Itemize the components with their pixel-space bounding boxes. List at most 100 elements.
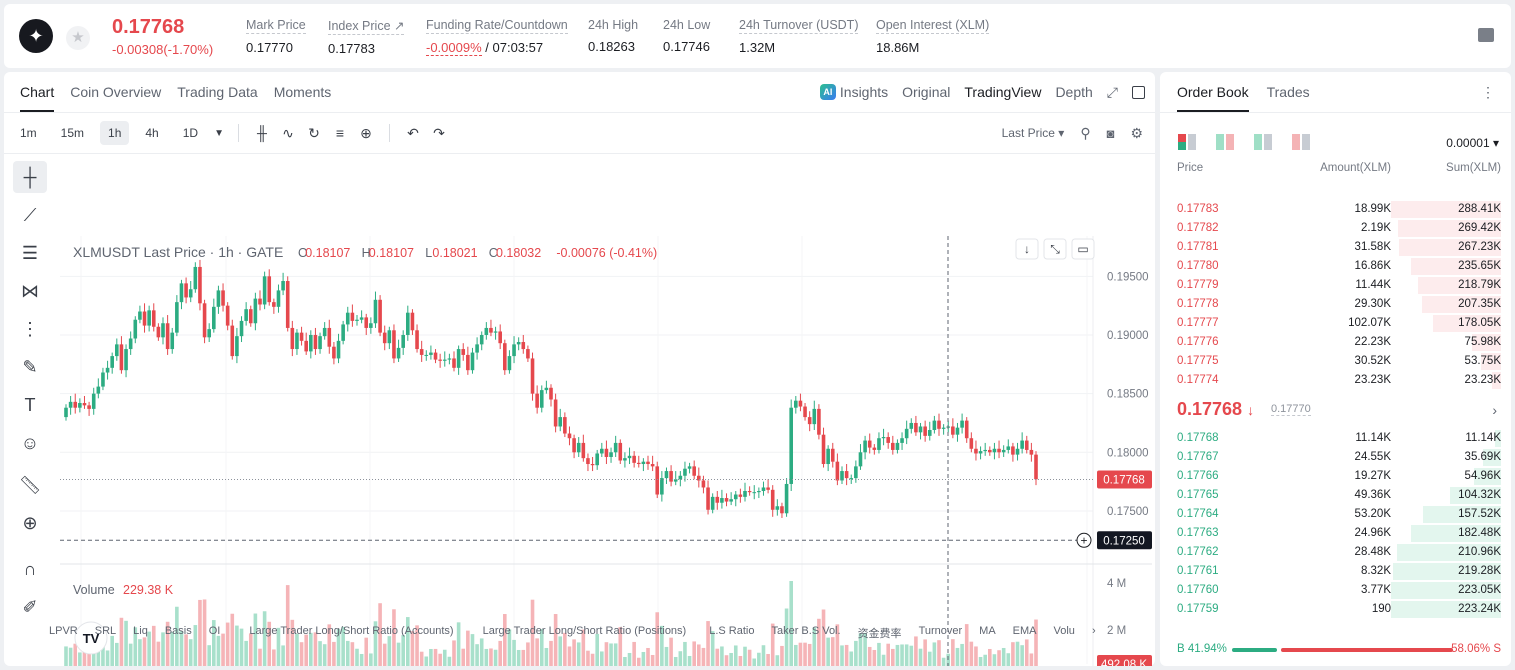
indicator-ma[interactable]: MA xyxy=(979,625,996,637)
magnet-tool-icon[interactable]: ∩ xyxy=(23,558,37,579)
zoom-tool-icon[interactable]: ⊕ xyxy=(22,512,38,533)
volume-bar xyxy=(396,642,401,666)
expand-icon[interactable]: ⤢ xyxy=(1106,83,1118,100)
scroll-right-icon[interactable]: › xyxy=(1091,625,1096,637)
notes-icon[interactable] xyxy=(1478,28,1494,42)
undo-icon[interactable]: ↶ xyxy=(407,124,419,141)
templates-icon[interactable]: ≡ xyxy=(335,125,345,141)
ask-row[interactable]: 0.17777 102.07K 178.05K xyxy=(1160,314,1511,333)
bid-row[interactable]: 0.17767 24.55K 35.69K xyxy=(1160,448,1511,467)
ask-row[interactable]: 0.17779 11.44K 218.79K xyxy=(1160,276,1511,295)
fib-tool-icon[interactable]: ⋮ xyxy=(21,318,39,339)
layout-asks-icon[interactable] xyxy=(1292,134,1310,150)
bid-row[interactable]: 0.17765 49.36K 104.32K xyxy=(1160,486,1511,505)
replay-icon[interactable]: ↻ xyxy=(308,124,320,141)
indicator-volume[interactable]: Volu xyxy=(1053,625,1075,637)
insights-button[interactable]: AI Insights xyxy=(819,84,888,100)
bid-row[interactable]: 0.17759 190 223.24K xyxy=(1160,600,1511,619)
stat-funding-rate[interactable]: Funding Rate/Countdown -0.0009% / 07:03:5… xyxy=(426,18,568,56)
stat-index-price[interactable]: Index Price ↗ 0.17783 xyxy=(328,19,405,56)
buy-ratio: B 41.94% xyxy=(1177,643,1227,655)
indicator-lpvr[interactable]: LPVR xyxy=(49,625,78,637)
interval-4h[interactable]: 4h xyxy=(145,126,159,140)
tab-trading-data[interactable]: Trading Data xyxy=(177,84,258,100)
ask-row[interactable]: 0.17778 29.30K 207.35K xyxy=(1160,295,1511,314)
view-tradingview[interactable]: TradingView xyxy=(964,84,1042,100)
interval-15m[interactable]: 15m xyxy=(60,126,85,140)
ask-row[interactable]: 0.17775 30.52K 53.75K xyxy=(1160,352,1511,371)
stat-mark-price[interactable]: Mark Price 0.17770 xyxy=(246,18,306,55)
price-chart[interactable]: 0.195000.190000.185000.180000.1750078910… xyxy=(60,154,1152,666)
mid-mark-price: 0.17770 xyxy=(1271,403,1311,416)
tab-coin-overview[interactable]: Coin Overview xyxy=(70,84,162,100)
layout-bids-icon[interactable] xyxy=(1254,134,1272,150)
interval-dropdown-icon[interactable]: ▼ xyxy=(214,127,224,139)
precision-select[interactable]: 0.00001 ▾ xyxy=(1446,136,1499,150)
bid-row[interactable]: 0.17763 24.96K 182.48K xyxy=(1160,524,1511,543)
favorite-star-icon[interactable]: ★ xyxy=(66,26,90,50)
interval-1h[interactable]: 1h xyxy=(100,121,130,145)
candle-body xyxy=(918,426,923,433)
search-icon[interactable]: ⚲ xyxy=(1080,124,1091,141)
interval-1m[interactable]: 1m xyxy=(20,126,37,140)
text-tool-icon[interactable]: T xyxy=(24,394,36,415)
bid-row[interactable]: 0.17760 3.77K 223.05K xyxy=(1160,581,1511,600)
trend-line-tool-icon[interactable]: ⟋ xyxy=(23,204,37,225)
stat-24h-turnover[interactable]: 24h Turnover (USDT) 1.32M xyxy=(739,18,859,55)
redo-icon[interactable]: ↷ xyxy=(433,124,445,141)
horizontal-lines-tool-icon[interactable]: ☰ xyxy=(21,242,39,263)
more-menu-icon[interactable]: ⋮ xyxy=(1481,84,1495,100)
candle-type-icon[interactable]: ╫ xyxy=(257,125,267,141)
tab-order-book[interactable]: Order Book xyxy=(1177,72,1249,112)
ask-row[interactable]: 0.17783 18.99K 288.41K xyxy=(1160,200,1511,219)
brush-tool-icon[interactable]: ✎ xyxy=(22,356,38,377)
price-type-select[interactable]: Last Price ▾ xyxy=(1001,126,1065,140)
indicator-funding-rate[interactable]: 资金费率 xyxy=(857,628,902,640)
view-depth[interactable]: Depth xyxy=(1055,84,1093,100)
bid-row[interactable]: 0.17766 19.27K 54.96K xyxy=(1160,467,1511,486)
indicator-large-trader-positions[interactable]: Large Trader Long/Short Ratio (Positions… xyxy=(482,625,687,637)
ruler-tool-icon[interactable]: 📏︎ xyxy=(18,474,42,495)
bid-row[interactable]: 0.17761 8.32K 219.28K xyxy=(1160,562,1511,581)
settings-gear-icon[interactable]: ⚙ xyxy=(1130,124,1143,141)
indicator-srl[interactable]: SRL xyxy=(94,625,117,637)
stat-open-interest[interactable]: Open Interest (XLM) 18.86M xyxy=(876,18,990,55)
indicator-oi[interactable]: OI xyxy=(208,625,221,637)
volume-bar xyxy=(175,606,179,666)
candle-body xyxy=(586,458,590,465)
view-original[interactable]: Original xyxy=(902,84,951,100)
tab-chart[interactable]: Chart xyxy=(20,72,55,112)
add-alert-icon[interactable]: ⊕ xyxy=(360,124,372,141)
layout-both-icon[interactable] xyxy=(1178,134,1196,150)
volume-bar xyxy=(558,636,563,666)
indicator-ema[interactable]: EMA xyxy=(1012,625,1037,637)
indicator-taker-bs-vol[interactable]: Taker B.S Vol. xyxy=(771,625,841,637)
window-icon[interactable] xyxy=(1132,85,1145,99)
pattern-tool-icon[interactable]: ⋈ xyxy=(21,280,39,301)
chevron-right-icon[interactable]: › xyxy=(1492,402,1497,418)
indicator-large-trader-accounts[interactable]: Large Trader Long/Short Ratio (Accounts) xyxy=(249,625,454,637)
ask-row[interactable]: 0.17780 16.86K 235.65K xyxy=(1160,257,1511,276)
tab-trades[interactable]: Trades xyxy=(1266,84,1310,100)
indicator-ls-ratio[interactable]: L.S Ratio xyxy=(709,625,755,637)
pencil-lock-icon[interactable]: ✐ xyxy=(22,596,38,617)
tab-moments[interactable]: Moments xyxy=(273,84,332,100)
indicators-icon[interactable]: ∿ xyxy=(282,124,294,141)
volume-bar xyxy=(636,657,641,666)
indicator-turnover[interactable]: Turnover xyxy=(918,625,963,637)
ask-row[interactable]: 0.17776 22.23K 75.98K xyxy=(1160,333,1511,352)
ask-row[interactable]: 0.17781 31.58K 267.23K xyxy=(1160,238,1511,257)
ask-row[interactable]: 0.17782 2.19K 269.42K xyxy=(1160,219,1511,238)
bid-row[interactable]: 0.17764 53.20K 157.52K xyxy=(1160,505,1511,524)
interval-1d[interactable]: 1D xyxy=(182,126,199,140)
camera-icon[interactable]: ◙ xyxy=(1106,125,1115,141)
crosshair-tool-icon[interactable]: ┼ xyxy=(13,161,47,193)
layout-split-icon[interactable] xyxy=(1216,134,1234,150)
bid-row[interactable]: 0.17768 11.14K 11.14K xyxy=(1160,429,1511,448)
ask-row[interactable]: 0.17774 23.23K 23.23K xyxy=(1160,371,1511,390)
indicator-liq[interactable]: Liq xyxy=(133,625,148,637)
indicator-basis[interactable]: Basis xyxy=(164,625,192,637)
emoji-tool-icon[interactable]: ☺ xyxy=(20,432,40,453)
bid-row[interactable]: 0.17762 28.48K 210.96K xyxy=(1160,543,1511,562)
legend-value: H xyxy=(362,246,371,260)
